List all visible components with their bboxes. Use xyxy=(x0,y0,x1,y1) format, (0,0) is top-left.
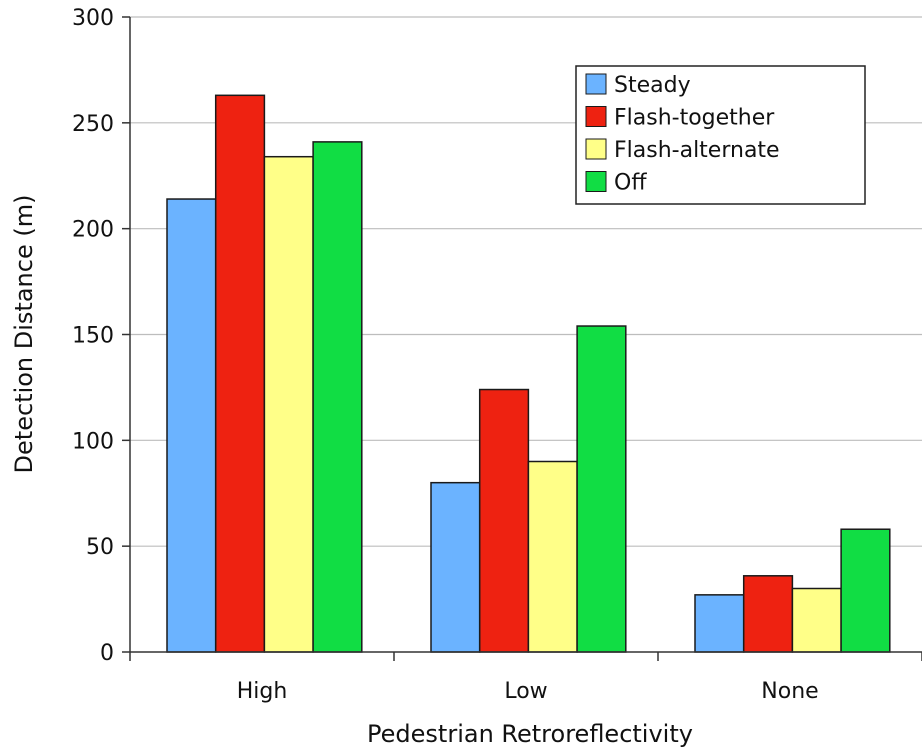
legend-box xyxy=(575,65,866,205)
legend-swatch xyxy=(585,138,607,160)
bar-low-flash-alternate xyxy=(527,460,578,653)
x-category-label: None xyxy=(761,679,818,704)
bar-low-flash-together xyxy=(478,388,530,653)
bar-low-steady xyxy=(430,481,481,653)
legend-label: Steady xyxy=(614,73,691,98)
legend-label: Flash-together xyxy=(614,106,775,131)
legend: Steady Flash-together Flash-alternate Off xyxy=(575,65,866,205)
bar-low-off xyxy=(576,325,627,653)
x-axis-title: Pedestrian Retroreflectivity xyxy=(367,720,693,748)
legend-label: Off xyxy=(614,171,647,196)
y-tick-label: 200 xyxy=(72,218,114,243)
bar-high-flash-alternate xyxy=(263,155,314,653)
y-tick-label: 150 xyxy=(72,324,114,349)
legend-label: Flash-alternate xyxy=(614,138,780,163)
y-tick-label: 100 xyxy=(72,429,114,454)
bar-none-flash-together xyxy=(742,575,794,653)
y-tick-label: 50 xyxy=(86,535,114,560)
legend-swatch xyxy=(585,106,607,127)
y-axis-ticks: 0 50 100 150 200 250 300 xyxy=(72,6,130,666)
x-category-label: High xyxy=(237,679,288,704)
bar-none-flash-alternate xyxy=(791,587,842,653)
y-tick-label: 0 xyxy=(100,641,114,666)
x-category-label: Low xyxy=(504,679,547,704)
bar-none-steady xyxy=(694,594,745,653)
bar-none-off xyxy=(840,528,891,653)
y-tick-label: 300 xyxy=(72,6,114,31)
legend-swatch xyxy=(585,171,607,192)
y-tick-label: 250 xyxy=(72,112,114,137)
legend-swatch xyxy=(585,73,607,95)
x-axis-ticks: High Low None xyxy=(129,652,922,704)
bars xyxy=(166,94,891,653)
bar-high-steady xyxy=(166,198,217,653)
y-axis-title: Detection Distance (m) xyxy=(10,195,38,474)
bar-high-off xyxy=(312,141,363,653)
bar-high-flash-together xyxy=(214,94,266,653)
